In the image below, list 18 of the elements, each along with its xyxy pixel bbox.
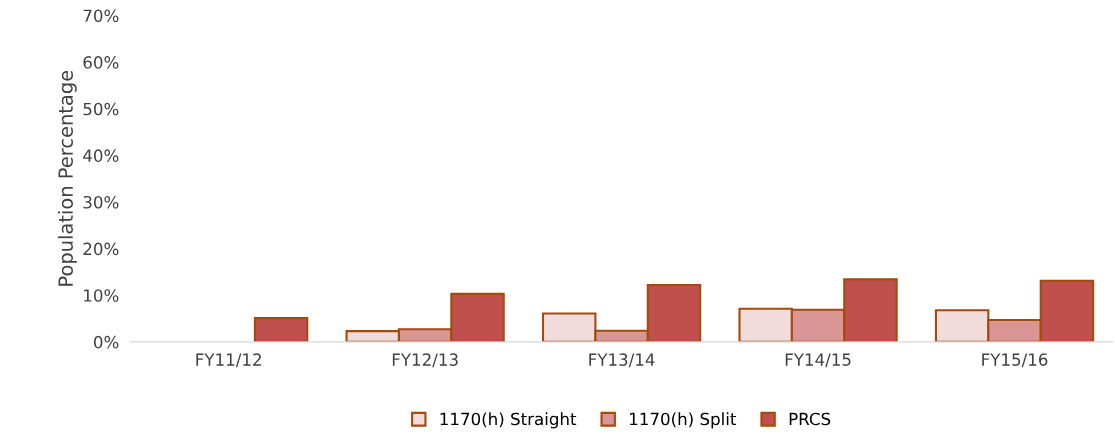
x-tick-label: FY15/16 [982, 353, 1048, 368]
y-tick-label: 0% [94, 335, 119, 349]
y-tick-label: 70% [83, 9, 119, 23]
y-tick-label: 10% [84, 289, 119, 302]
legend-label: 1170(h) Straight [440, 412, 577, 429]
x-tick-label: FY14/15 [785, 353, 851, 368]
x-tick-label: FY11/12 [196, 353, 261, 368]
y-tick-label: 60% [83, 56, 119, 69]
x-tick-label: FY13/14 [589, 353, 655, 368]
bar [253, 317, 309, 342]
y-tick-label: 30% [83, 195, 119, 209]
legend-label: 1170(h) Split [630, 412, 737, 429]
y-tick-label: 20% [83, 242, 119, 256]
x-tick-label: FY12/13 [392, 353, 458, 368]
y-tick-label: 50% [83, 102, 119, 116]
y-axis-title: Population Percentage [57, 70, 77, 286]
legend-label: PRCS [789, 412, 831, 426]
y-tick-label: 40% [83, 149, 119, 162]
